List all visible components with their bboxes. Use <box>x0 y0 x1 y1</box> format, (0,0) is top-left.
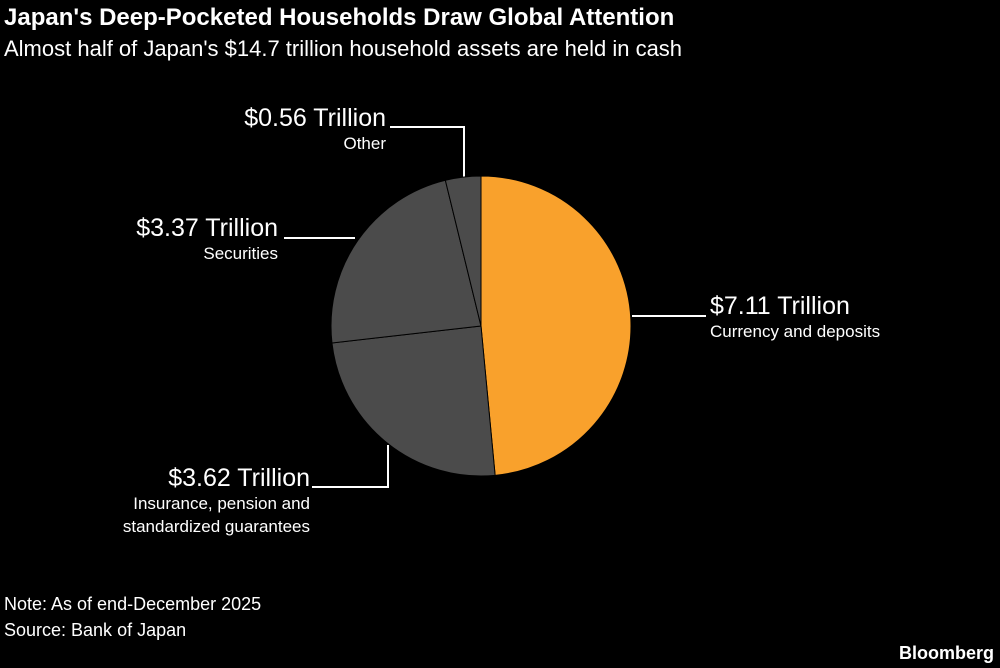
value-label: $0.56 Trillion <box>244 104 386 132</box>
brand: Bloomberg <box>898 643 994 663</box>
value-label: $3.62 Trillion <box>168 464 310 492</box>
slice-label: $0.56 Trillion Other <box>146 104 386 155</box>
category-label: Securities <box>203 244 278 263</box>
source: Source: Bank of Japan <box>4 620 187 640</box>
value-label: $7.11 Trillion <box>710 292 850 320</box>
leader-line <box>312 445 389 488</box>
pie-slice <box>444 175 482 327</box>
category-label: Currency and deposits <box>710 322 881 341</box>
slice-label: $3.62 Trillion Insurance, pension and sta… <box>70 464 310 538</box>
chart-title: Japan's Deep-Pocketed Households Draw Gl… <box>4 4 675 31</box>
pie-slice <box>480 175 632 476</box>
category-label: Insurance, pension and standardized guar… <box>122 494 310 536</box>
pie-slice <box>330 179 482 344</box>
category-label: Other <box>343 134 386 153</box>
slice-label: $7.11 Trillion Currency and deposits <box>710 292 970 343</box>
leader-line <box>390 126 465 178</box>
chart-subtitle: Almost half of Japan's $14.7 trillion ho… <box>4 36 683 61</box>
pie-slice <box>331 325 496 477</box>
note: Note: As of end-December 2025 <box>4 594 262 614</box>
slice-label: $3.37 Trillion Securities <box>38 214 278 265</box>
value-label: $3.37 Trillion <box>136 214 278 242</box>
